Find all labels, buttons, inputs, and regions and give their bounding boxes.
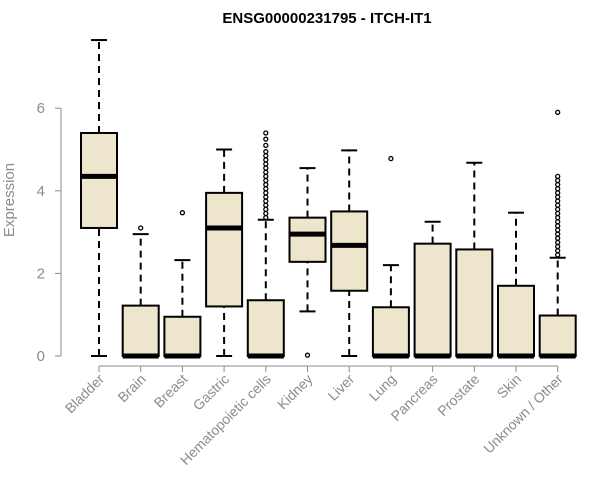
box-8 [413, 220, 452, 359]
outlier-point [555, 227, 561, 233]
outlier-point [179, 210, 186, 216]
y-tick-label: 0 [37, 348, 45, 365]
box-1 [121, 225, 160, 359]
box-10 [497, 211, 535, 359]
x-tick-label: Breast [151, 371, 191, 411]
iqr-box [497, 284, 535, 358]
iqr-box [413, 242, 452, 357]
x-tick-label: Skin [494, 371, 525, 402]
chart-title: ENSG00000231795 - ITCH-IT1 [222, 10, 431, 27]
x-tick-label: Liver [325, 371, 358, 404]
outlier-point [555, 173, 561, 179]
outlier-point [555, 214, 561, 221]
iqr-box [538, 314, 577, 357]
outlier-point [263, 165, 269, 171]
outlier-point [263, 142, 269, 149]
iqr-box [455, 248, 494, 357]
outlier-point [555, 194, 561, 200]
outlier-point [555, 252, 561, 258]
iqr-box [121, 304, 160, 358]
outlier-point [555, 239, 561, 246]
iqr-box [205, 191, 244, 308]
outlier-point [263, 210, 269, 217]
outlier-point [263, 169, 269, 175]
outlier-point [555, 177, 561, 184]
x-tick-label: Brain [114, 371, 148, 405]
outlier-point [555, 235, 561, 241]
outlier-point [263, 177, 269, 184]
outlier-point [263, 153, 269, 159]
iqr-box [80, 131, 118, 229]
outlier-point [555, 210, 561, 217]
outlier-point [555, 190, 561, 196]
outlier-point [555, 109, 561, 115]
boxes-group [80, 39, 577, 359]
outlier-point [555, 231, 561, 237]
outlier-point [263, 130, 269, 136]
outlier-point [263, 186, 269, 192]
outlier-point [555, 223, 561, 229]
iqr-box [246, 299, 285, 357]
box-11 [538, 109, 577, 359]
outlier-point [555, 181, 561, 188]
y-tick-label: 2 [37, 265, 45, 282]
x-tick-label: Unknown / Other [480, 371, 566, 457]
x-tick-label: Lung [366, 371, 399, 404]
box-3 [205, 148, 244, 357]
outlier-point [555, 202, 561, 208]
outlier-point [555, 206, 561, 213]
outlier-point [138, 225, 144, 231]
box-7 [371, 155, 410, 359]
outlier-point [263, 198, 269, 204]
outlier-point [555, 219, 561, 225]
y-tick-label: 6 [37, 100, 45, 117]
box-6 [330, 149, 369, 357]
outlier-point [388, 155, 394, 162]
y-axis: 0 2 4 6 [37, 100, 62, 365]
iqr-box [371, 306, 410, 357]
y-axis-label: Expression [1, 163, 18, 237]
outlier-point [555, 248, 561, 254]
outlier-point [304, 352, 311, 358]
outlier-point [263, 157, 269, 163]
outlier-point [263, 214, 269, 221]
outlier-point [263, 161, 269, 167]
outlier-point [263, 181, 269, 188]
x-tick-label: Prostate [434, 371, 482, 419]
outlier-point [263, 190, 269, 196]
x-tick-label: Kidney [274, 371, 316, 413]
x-tick-label: Bladder [62, 371, 108, 417]
outlier-point [555, 186, 561, 192]
iqr-box [330, 210, 369, 292]
outlier-point [263, 173, 269, 179]
outlier-point [263, 202, 269, 208]
box-2 [163, 210, 202, 359]
outlier-point [555, 243, 561, 250]
outlier-point [263, 148, 269, 155]
outlier-point [263, 194, 269, 200]
outlier-point [263, 206, 269, 213]
box-9 [455, 161, 494, 359]
outlier-point [263, 136, 269, 142]
outlier-point [555, 198, 561, 204]
y-tick-label: 4 [37, 183, 45, 200]
iqr-box [288, 216, 327, 263]
box-5 [288, 167, 327, 358]
box-0 [80, 39, 118, 357]
box-4 [246, 130, 285, 359]
iqr-box [163, 315, 202, 358]
